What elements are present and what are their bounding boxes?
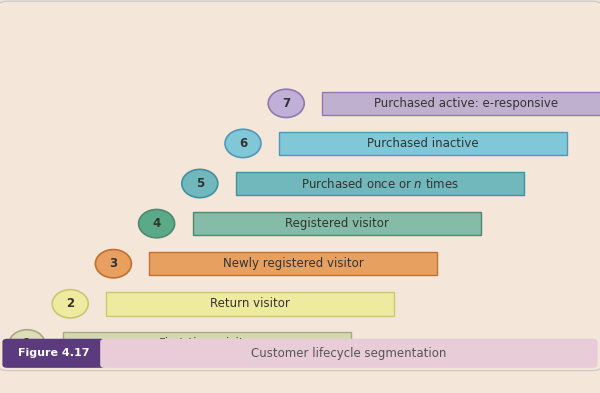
Ellipse shape [182,169,218,198]
FancyBboxPatch shape [63,332,351,356]
Text: 5: 5 [196,177,204,190]
Ellipse shape [225,129,261,158]
FancyBboxPatch shape [100,339,598,368]
Text: Purchased active: e-responsive: Purchased active: e-responsive [374,97,558,110]
Text: 7: 7 [282,97,290,110]
Text: 1: 1 [23,337,31,351]
Text: 6: 6 [239,137,247,150]
Text: Purchased once or $n$ times: Purchased once or $n$ times [301,176,459,191]
FancyBboxPatch shape [236,172,524,195]
FancyBboxPatch shape [279,132,567,155]
Text: 2: 2 [66,297,74,310]
FancyBboxPatch shape [322,92,600,115]
FancyBboxPatch shape [106,292,394,316]
Text: 3: 3 [109,257,118,270]
Text: Purchased inactive: Purchased inactive [367,137,479,150]
Text: Return visitor: Return visitor [210,297,290,310]
FancyBboxPatch shape [0,1,600,371]
FancyBboxPatch shape [193,212,481,235]
FancyBboxPatch shape [2,339,105,368]
Text: Customer lifecycle segmentation: Customer lifecycle segmentation [251,347,446,360]
Text: Newly registered visitor: Newly registered visitor [223,257,364,270]
Text: Registered visitor: Registered visitor [284,217,389,230]
FancyBboxPatch shape [149,252,437,275]
Ellipse shape [52,290,88,318]
Text: Figure 4.17: Figure 4.17 [18,348,89,358]
Ellipse shape [9,330,45,358]
Ellipse shape [268,89,304,118]
Text: 4: 4 [152,217,161,230]
Ellipse shape [139,209,175,238]
Text: First-time visitor: First-time visitor [158,337,256,351]
Ellipse shape [95,250,131,278]
